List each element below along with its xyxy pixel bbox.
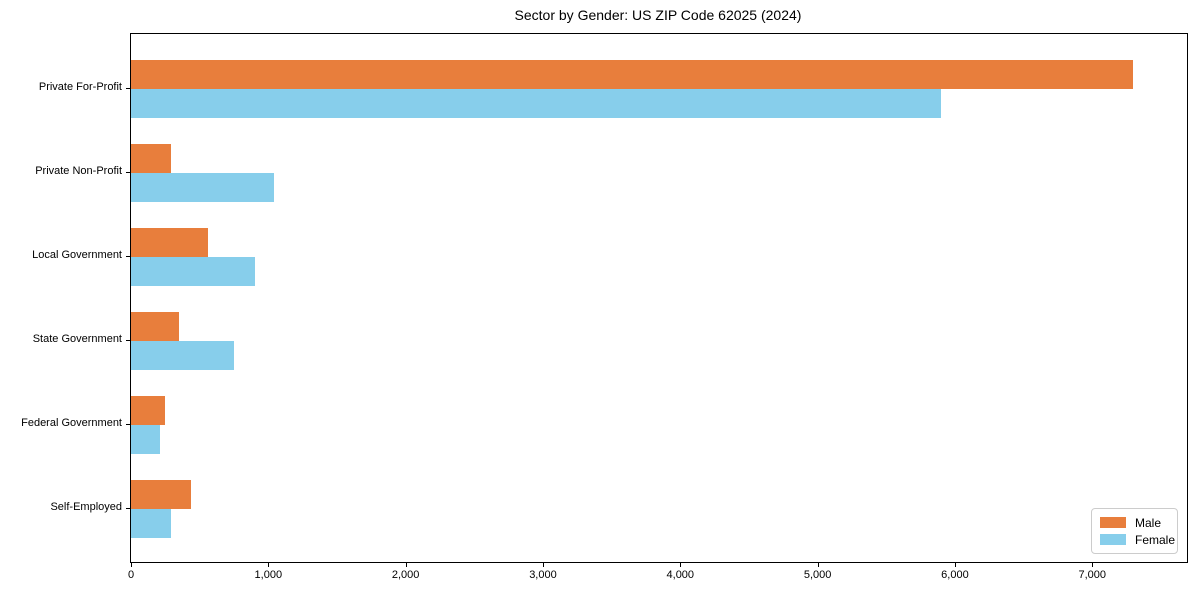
legend-swatch-male <box>1100 517 1126 528</box>
x-tick-label-5-000: 5,000 <box>803 569 832 581</box>
y-tick-mark <box>126 256 130 257</box>
bar-male-federal-government <box>131 396 165 425</box>
x-tick-mark <box>1092 563 1094 567</box>
legend: Male Female <box>1091 508 1178 554</box>
x-tick-label-1-000: 1,000 <box>254 569 283 581</box>
y-tick-label-local-government: Local Government <box>32 249 122 261</box>
bar-male-state-government <box>131 312 179 341</box>
bar-male-private-for-profit <box>131 60 1133 89</box>
y-tick-label-private-for-profit: Private For-Profit <box>38 81 122 93</box>
x-tick-mark <box>954 563 956 567</box>
bar-male-self-employed <box>131 480 191 509</box>
legend-item-female: Female <box>1100 531 1177 548</box>
y-tick-label-self-employed: Self-Employed <box>50 501 122 513</box>
legend-swatch-female <box>1100 534 1126 545</box>
x-tick-mark <box>542 563 544 567</box>
legend-label-male: Male <box>1135 515 1162 530</box>
x-tick-mark <box>405 563 407 567</box>
bar-female-private-non-profit <box>131 173 274 202</box>
bar-male-local-government <box>131 228 208 257</box>
x-tick-label-4-000: 4,000 <box>666 569 695 581</box>
x-tick-label-6-000: 6,000 <box>941 569 969 581</box>
plot-area <box>130 33 1188 563</box>
bar-male-private-non-profit <box>131 144 171 173</box>
y-tick-mark <box>126 424 130 425</box>
bar-female-self-employed <box>131 509 171 538</box>
legend-label-female: Female <box>1135 532 1176 547</box>
chart-title: Sector by Gender: US ZIP Code 62025 (202… <box>514 7 802 23</box>
x-tick-mark <box>268 563 270 567</box>
bar-female-local-government <box>131 257 255 286</box>
x-tick-mark <box>680 563 682 567</box>
y-tick-label-state-government: State Government <box>32 333 122 345</box>
legend-item-male: Male <box>1100 514 1177 531</box>
x-tick-label-7-000: 7,000 <box>1078 569 1106 581</box>
x-tick-label-3-000: 3,000 <box>529 569 557 581</box>
y-tick-label-private-non-profit: Private Non-Profit <box>35 165 122 177</box>
y-tick-mark <box>126 172 130 173</box>
x-tick-mark <box>817 563 819 567</box>
x-tick-mark <box>131 563 132 567</box>
bar-female-private-for-profit <box>131 89 941 118</box>
x-tick-label-2-000: 2,000 <box>391 569 420 581</box>
y-tick-mark <box>126 508 130 509</box>
bar-female-federal-government <box>131 425 160 454</box>
y-tick-mark <box>126 340 130 341</box>
y-tick-label-federal-government: Federal Government <box>21 417 122 429</box>
bar-female-state-government <box>131 341 234 370</box>
y-tick-mark <box>126 88 130 89</box>
x-tick-label-0: 0 <box>127 569 135 581</box>
